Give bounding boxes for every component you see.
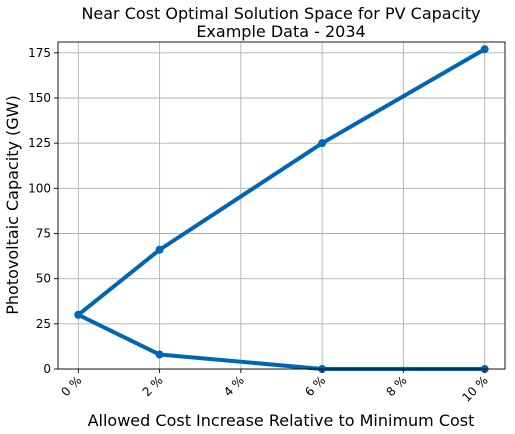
y-tick-label: 75 bbox=[36, 227, 51, 241]
chart-title-line1: Near Cost Optimal Solution Space for PV … bbox=[81, 4, 480, 23]
series-line-1 bbox=[76, 47, 487, 317]
y-tick-label: 150 bbox=[28, 91, 51, 105]
x-tick-label: 6 % bbox=[302, 373, 328, 399]
data-point bbox=[318, 139, 327, 148]
chart-title-line2: Example Data - 2034 bbox=[196, 22, 365, 41]
x-tick-label: 0 % bbox=[58, 373, 84, 399]
plot-frame bbox=[57, 41, 506, 370]
ticks: 0 % 2 % 4 % 6 % 8 % 10 % 0 25 50 75 100 125 150 175 bbox=[28, 46, 491, 405]
series-line-2 bbox=[76, 312, 487, 371]
y-tick-label: 50 bbox=[36, 272, 51, 286]
data-point bbox=[155, 245, 164, 254]
data-point bbox=[74, 310, 83, 319]
y-tick-label: 100 bbox=[28, 181, 51, 195]
grid bbox=[58, 42, 505, 370]
data-point bbox=[480, 45, 489, 54]
y-tick-label: 25 bbox=[36, 317, 51, 331]
x-tick-label: 8 % bbox=[383, 373, 409, 399]
x-tick-label: 2 % bbox=[140, 373, 166, 399]
x-tick-label: 10 % bbox=[459, 373, 490, 404]
x-axis-label: Allowed Cost Increase Relative to Minimu… bbox=[88, 411, 475, 430]
data-point bbox=[155, 350, 164, 359]
y-tick-label: 0 bbox=[43, 362, 51, 376]
x-tick-label: 4 % bbox=[221, 373, 247, 399]
y-axis-label: Photovoltaic Capacity (GW) bbox=[3, 95, 22, 314]
y-tick-label: 175 bbox=[28, 46, 51, 60]
y-tick-label: 125 bbox=[28, 136, 51, 150]
